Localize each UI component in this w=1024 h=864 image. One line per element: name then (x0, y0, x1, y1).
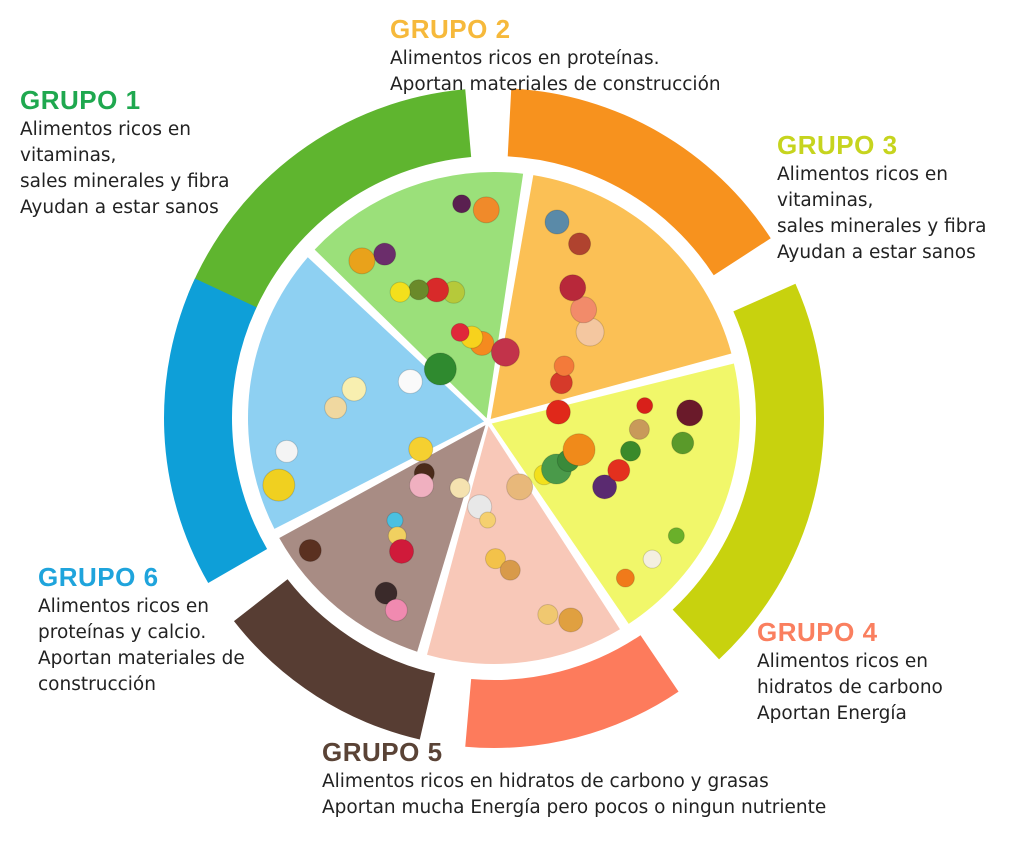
plum-icon (452, 194, 472, 214)
group-6-line-4: construcción (38, 674, 156, 695)
carrot-icon (615, 568, 635, 588)
group-3-title: GRUPO 3 (777, 130, 898, 160)
t-bone-icon (559, 274, 587, 302)
group-1-band (188, 89, 472, 320)
pasta-icon (484, 548, 506, 570)
steak-icon (490, 337, 520, 367)
fish-icon (544, 209, 570, 235)
group-2-label: GRUPO 2 Alimentos ricos en proteínas. Ap… (390, 12, 721, 98)
group-2-title: GRUPO 2 (390, 14, 511, 44)
group-6-line-2: proteínas y calcio. (38, 622, 207, 643)
group-1-line-1: Alimentos ricos en (20, 119, 192, 140)
group-5-band (233, 579, 436, 740)
milk-icon (397, 368, 423, 394)
salmon-icon (570, 296, 598, 324)
group-5-title: GRUPO 5 (322, 737, 443, 767)
garlic-icon (642, 549, 662, 569)
group-3-line-3: sales minerales y fibra (777, 216, 987, 237)
shrimp-icon (553, 355, 575, 377)
baguette-icon (499, 559, 521, 581)
cookie-icon (374, 581, 398, 605)
group-5-label: GRUPO 5 Alimentos ricos en hidratos de c… (322, 735, 826, 821)
group-3-slice (491, 363, 740, 624)
tomato-icon (607, 458, 631, 482)
spaghetti-icon (479, 511, 497, 529)
watermelon-icon (423, 352, 457, 386)
group-6-title: GRUPO 6 (38, 562, 159, 592)
group-5-slice (279, 425, 486, 652)
bacon-icon (568, 232, 592, 256)
group-2-line-1: Alimentos ricos en proteínas. (390, 48, 660, 69)
yogurt-icon (275, 439, 299, 463)
cake-icon (298, 538, 322, 562)
chili-icon (636, 397, 654, 415)
group-6-band (164, 278, 268, 583)
potato-icon (628, 418, 650, 440)
group-4-band (465, 635, 679, 748)
group-1-title: GRUPO 1 (20, 85, 141, 115)
group-1-line-4: Ayudan a estar sanos (20, 197, 219, 218)
group-6-slice (248, 257, 485, 529)
papaya-icon (472, 196, 500, 224)
kiwi-icon (408, 279, 430, 301)
group-4-line-1: Alimentos ricos en (757, 651, 929, 672)
group-4-line-2: hidratos de carbono (757, 677, 943, 698)
eggplant-icon (592, 474, 618, 500)
croissant-icon (558, 607, 584, 633)
candy-icon (386, 511, 404, 529)
group-5-line-1: Alimentos ricos en hidratos de carbono y… (322, 771, 769, 792)
group-4-title: GRUPO 4 (757, 617, 878, 647)
cheese-wheel-icon (262, 468, 296, 502)
group-1-line-3: sales minerales y fibra (20, 171, 230, 192)
food-illustrations (262, 194, 704, 633)
group-4-label: GRUPO 4 Alimentos ricos en hidratos de c… (757, 615, 943, 727)
group-4-line-3: Aportan Energía (757, 703, 907, 724)
peas-icon (667, 527, 685, 545)
inner-pie (248, 172, 740, 664)
cracker-icon (537, 603, 559, 625)
group-6-line-3: Aportan materiales de (38, 648, 245, 669)
group-3-line-2: vitaminas, (777, 190, 874, 211)
group-5-line-2: Aportan mucha Energía pero pocos o ningu… (322, 797, 827, 818)
group-6-label: GRUPO 6 Alimentos ricos en proteínas y c… (38, 560, 245, 698)
bread-icon (506, 473, 534, 501)
group-4-slice (427, 425, 620, 664)
jam-icon (389, 538, 415, 564)
group-2-slice (490, 175, 732, 420)
beet-icon (676, 399, 704, 427)
group-1-label: GRUPO 1 Alimentos ricos en vitaminas, sa… (20, 83, 229, 221)
ice-cream-icon (449, 477, 471, 499)
group-3-line-1: Alimentos ricos en (777, 164, 949, 185)
cupcake-icon (409, 472, 435, 498)
donut-icon (384, 598, 408, 622)
butter-icon (341, 376, 367, 402)
zucchini-icon (671, 431, 695, 455)
group-3-label: GRUPO 3 Alimentos ricos en vitaminas, sa… (777, 128, 986, 266)
group-2-line-2: Aportan materiales de construcción (390, 74, 721, 95)
cheese-icon (408, 436, 434, 462)
group-3-line-4: Ayudan a estar sanos (777, 242, 976, 263)
group-3-band (672, 283, 824, 660)
pineapple-icon (348, 247, 376, 275)
cucumber-icon (620, 440, 642, 462)
grapes-icon (373, 242, 397, 266)
egg-icon (324, 396, 348, 420)
pumpkin-icon (562, 433, 596, 467)
lemon-icon (389, 281, 411, 303)
group-6-line-1: Alimentos ricos en (38, 596, 210, 617)
group-1-line-2: vitaminas, (20, 145, 117, 166)
pepper-icon (545, 399, 571, 425)
strawberry-icon (450, 322, 470, 342)
group-2-band (507, 88, 771, 276)
